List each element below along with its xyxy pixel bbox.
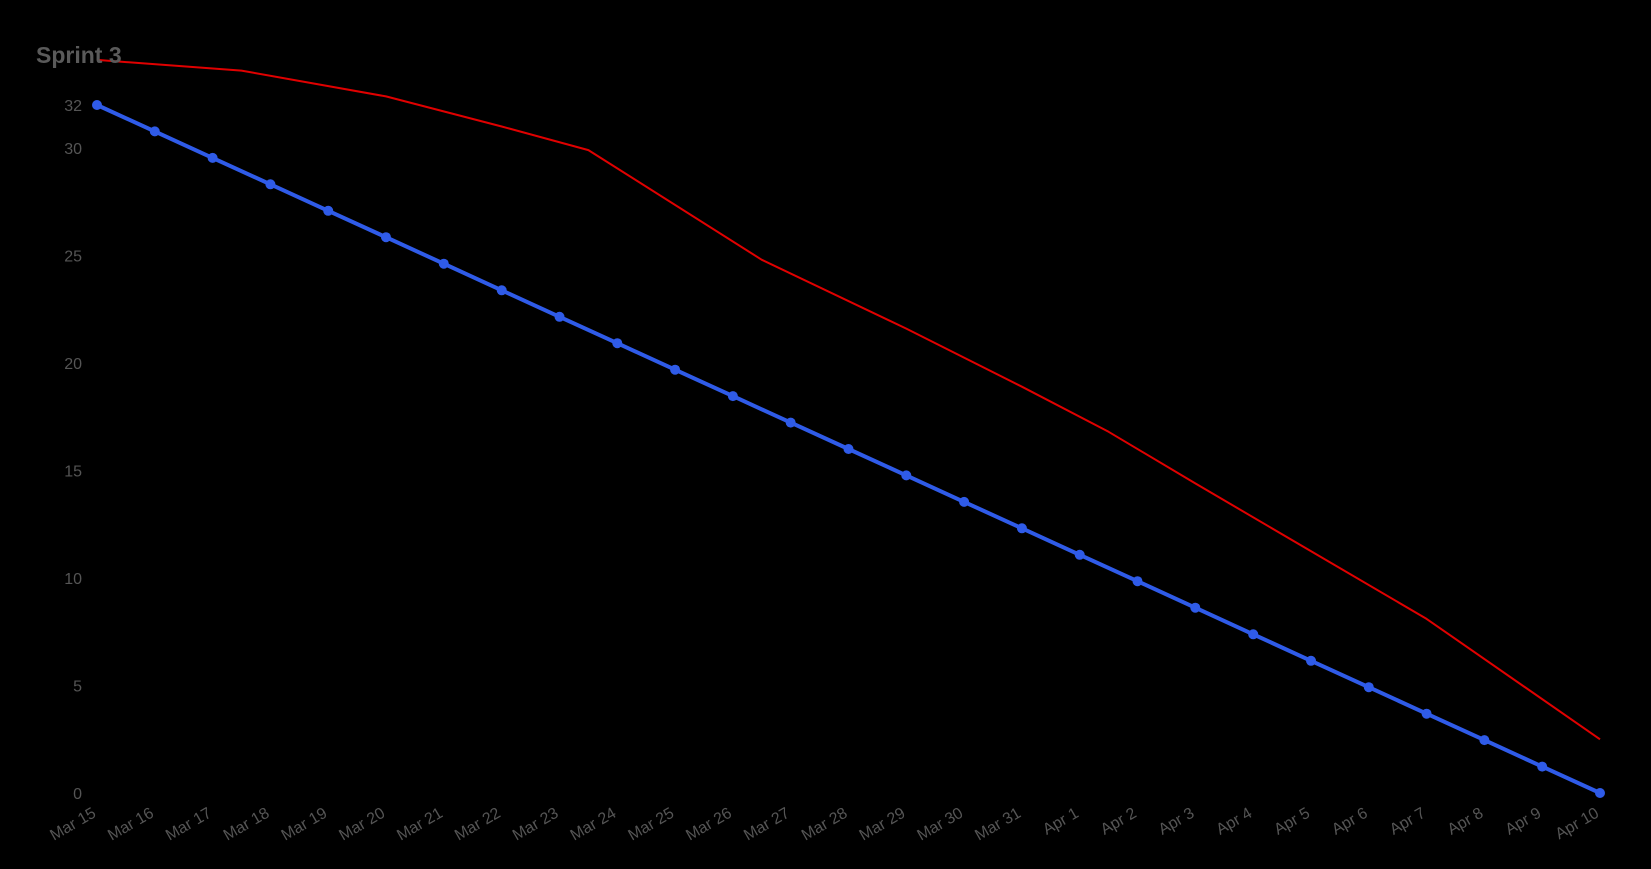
x-tick-label: Apr 6 [1329, 805, 1371, 839]
ideal-line-point[interactable] [1016, 523, 1027, 534]
ideal-line-point[interactable] [1132, 576, 1143, 587]
ideal-line-point[interactable] [1537, 761, 1548, 772]
x-tick-label: Apr 2 [1098, 805, 1140, 839]
x-tick-label: Mar 23 [510, 805, 562, 845]
ideal-line-point[interactable] [438, 258, 449, 269]
x-tick-label: Mar 17 [163, 805, 215, 845]
x-tick-label: Mar 16 [105, 805, 157, 845]
y-tick-label: 10 [64, 571, 82, 588]
y-tick-label: 30 [64, 141, 82, 158]
y-axis-ticks: 0 5 10 15 20 25 30 32 [64, 98, 82, 803]
x-tick-label: Mar 15 [47, 805, 99, 845]
ideal-line-point[interactable] [1248, 629, 1259, 640]
x-tick-label: Mar 20 [336, 805, 388, 845]
y-tick-label: 0 [73, 786, 82, 803]
x-tick-label: Mar 26 [683, 805, 735, 845]
ideal-line-point[interactable] [1363, 682, 1374, 693]
x-tick-label: Mar 24 [568, 805, 620, 845]
y-tick-label: 15 [64, 464, 82, 481]
ideal-line-point[interactable] [785, 417, 796, 428]
ideal-line-point[interactable] [496, 285, 507, 296]
y-tick-label: 20 [64, 356, 82, 373]
x-tick-label: Mar 22 [452, 805, 504, 845]
ideal-line-point[interactable] [670, 364, 681, 375]
x-tick-label: Mar 31 [972, 805, 1024, 845]
x-tick-label: Apr 8 [1445, 805, 1487, 839]
y-tick-label: 25 [64, 249, 82, 266]
ideal-line-point[interactable] [381, 232, 391, 243]
x-tick-label: Mar 29 [857, 805, 909, 845]
ideal-line-point[interactable] [1595, 788, 1605, 798]
x-tick-label: Apr 9 [1503, 805, 1545, 839]
x-tick-label: Apr 5 [1271, 805, 1313, 839]
ideal-line-point[interactable] [1190, 602, 1201, 613]
ideal-line-point[interactable] [92, 100, 102, 110]
ideal-line-point[interactable] [1074, 549, 1085, 560]
x-tick-label: Apr 7 [1387, 805, 1429, 839]
y-tick-label: 5 [73, 679, 82, 696]
x-tick-label: Mar 28 [799, 805, 851, 845]
ideal-line-point[interactable] [1306, 655, 1316, 666]
x-tick-label: Mar 21 [394, 805, 446, 845]
series-layer [92, 58, 1605, 798]
x-tick-label: Mar 30 [914, 805, 966, 845]
x-tick-label: Mar 27 [741, 805, 793, 845]
x-tick-label: Apr 3 [1156, 805, 1198, 839]
ideal-line-point[interactable] [727, 391, 738, 402]
ideal-line-point[interactable] [207, 152, 218, 163]
x-axis-ticks: Mar 15 Mar 16 Mar 17 Mar 18 Mar 19 Mar 20 Mar … [47, 805, 1602, 845]
ideal-line-point[interactable] [554, 311, 565, 322]
ideal-line-point[interactable] [843, 444, 854, 454]
x-tick-label: Mar 18 [221, 805, 273, 845]
actual-line [96, 58, 1601, 741]
ideal-line-point[interactable] [1421, 708, 1432, 719]
ideal-line-point[interactable] [959, 496, 970, 507]
y-tick-label: 32 [64, 98, 82, 115]
chart-title: Sprint 3 [36, 42, 122, 68]
x-tick-label: Apr 10 [1553, 805, 1602, 843]
ideal-line-point[interactable] [901, 470, 912, 481]
ideal-line-point[interactable] [323, 205, 334, 216]
x-tick-label: Mar 19 [279, 805, 331, 845]
x-tick-label: Mar 25 [625, 805, 677, 845]
x-tick-label: Apr 1 [1040, 805, 1082, 839]
ideal-line-point[interactable] [1479, 735, 1490, 746]
ideal-line-point[interactable] [265, 179, 276, 190]
x-tick-label: Apr 4 [1214, 805, 1256, 839]
ideal-line-point[interactable] [612, 338, 623, 349]
ideal-line-point[interactable] [149, 126, 160, 137]
